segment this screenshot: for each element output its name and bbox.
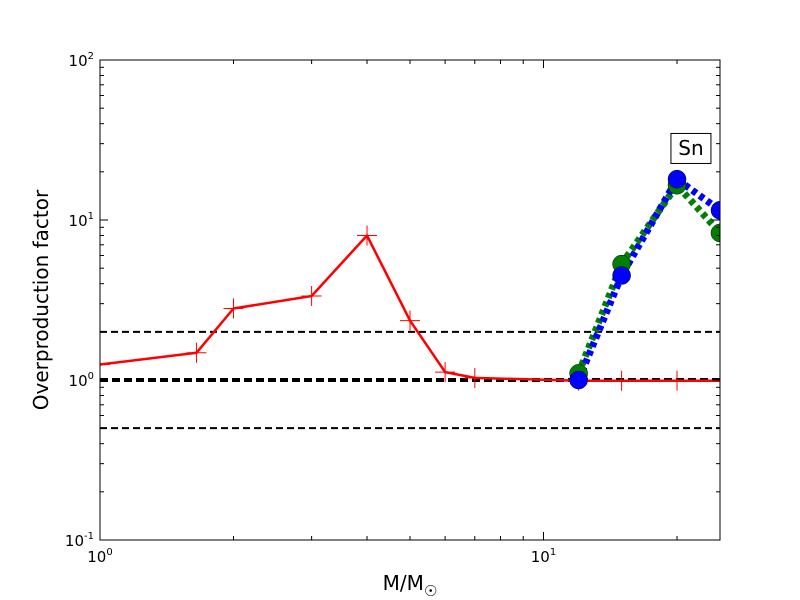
series-line-2 (575, 175, 720, 382)
data-point (186, 342, 207, 363)
axis-ticks (99, 59, 720, 541)
data-point (100, 354, 110, 375)
y-tick-label: 101 (69, 211, 94, 230)
data-point (357, 225, 378, 246)
data-point (667, 370, 688, 391)
x-axis-label-main: M/M (383, 571, 424, 595)
data-point (400, 310, 420, 331)
data-point (464, 367, 485, 388)
x-tick-label: 100 (87, 547, 112, 566)
annotation-box: Sn (670, 132, 712, 164)
y-tick-label: 100 (69, 371, 94, 390)
data-point (667, 169, 687, 189)
data-point (710, 223, 720, 243)
y-tick-label: 102 (69, 51, 94, 70)
x-tick-label: 101 (531, 547, 556, 566)
data-point (301, 285, 322, 306)
data-point (710, 201, 720, 220)
data-point (612, 266, 631, 285)
data-point (569, 370, 588, 390)
y-axis-label: Overproduction factor (29, 189, 53, 410)
data-point (223, 298, 244, 319)
x-axis-label: M/M☉ (383, 571, 438, 600)
data-point (710, 370, 720, 391)
series-markers (100, 169, 720, 391)
x-axis-label-subscript: ☉ (424, 582, 437, 600)
data-point (435, 362, 456, 383)
plot-area (100, 60, 720, 540)
annotation-label: Sn (678, 136, 703, 160)
y-tick-label: 10-1 (65, 531, 94, 550)
data-point (611, 370, 632, 391)
